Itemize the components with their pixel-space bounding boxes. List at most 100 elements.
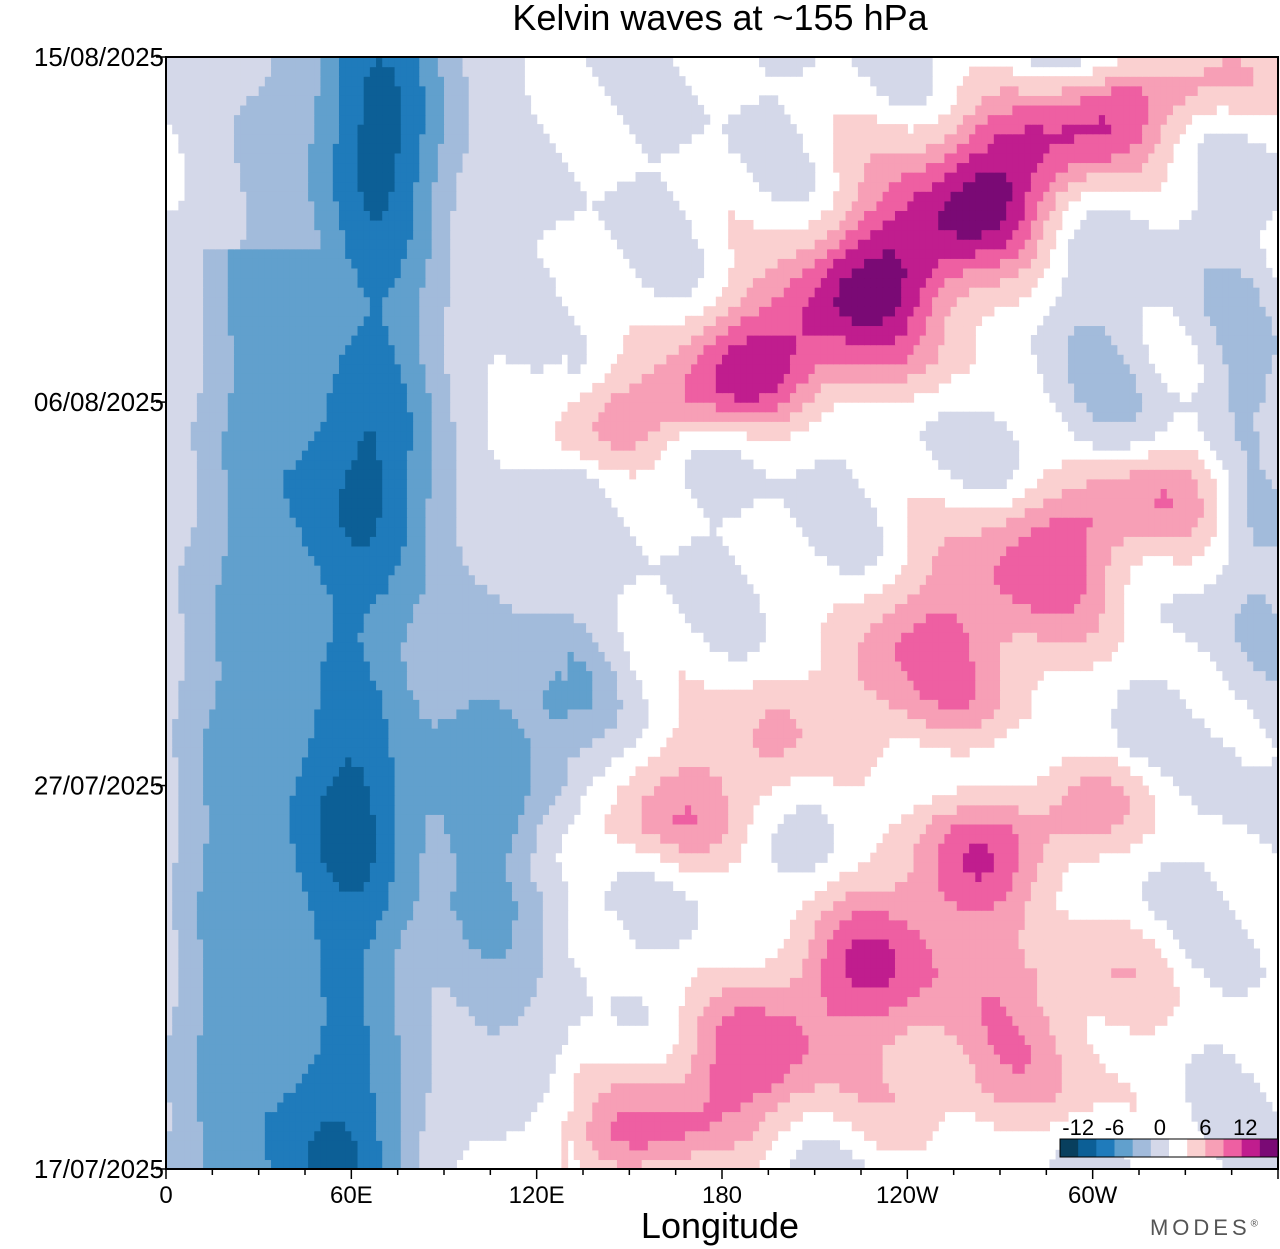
heatmap-cell <box>962 1082 970 1093</box>
heatmap-cell <box>759 1101 766 1113</box>
heatmap-cell <box>1098 1073 1106 1084</box>
heatmap-cell <box>1067 1092 1075 1103</box>
heatmap-cell <box>962 1034 970 1045</box>
heatmap-cell <box>573 1130 581 1141</box>
heatmap-cell <box>196 1159 204 1169</box>
heatmap-cell <box>221 833 229 844</box>
heatmap-cell <box>1043 843 1051 854</box>
heatmap-cell <box>400 871 408 883</box>
heatmap-cell <box>709 1025 717 1036</box>
heatmap-cell <box>1080 996 1088 1007</box>
heatmap-cell <box>820 852 828 863</box>
heatmap-cell <box>956 1015 964 1026</box>
heatmap-cell <box>703 1063 711 1074</box>
heatmap-cell <box>481 938 488 950</box>
heatmap-cell <box>1216 948 1223 959</box>
heatmap-cell <box>283 929 291 940</box>
heatmap-cell <box>1037 919 1044 930</box>
heatmap-cell <box>555 843 562 854</box>
heatmap-cell <box>190 1092 198 1103</box>
heatmap-cell <box>925 967 933 978</box>
heatmap-cell <box>944 1053 952 1065</box>
heatmap-cell <box>481 823 488 835</box>
heatmap-cell <box>987 1015 995 1026</box>
heatmap-cell <box>332 929 340 940</box>
heatmap-cell <box>493 958 501 969</box>
heatmap-cell <box>709 1015 717 1026</box>
heatmap-cell <box>203 948 210 959</box>
heatmap-cell <box>345 1101 352 1113</box>
heatmap-cell <box>1000 1053 1007 1065</box>
heatmap-cell <box>894 1130 902 1141</box>
heatmap-cell <box>184 1149 192 1161</box>
heatmap-cell <box>919 823 927 835</box>
heatmap-cell <box>357 929 365 940</box>
heatmap-cell <box>864 1063 871 1074</box>
heatmap-cell <box>827 1073 834 1084</box>
heatmap-cell <box>1111 1082 1118 1093</box>
heatmap-cell <box>487 1063 495 1074</box>
heatmap-cell <box>178 862 186 873</box>
heatmap-cell <box>394 891 402 902</box>
heatmap-cell <box>827 1063 834 1074</box>
heatmap-cell <box>839 881 847 892</box>
heatmap-cell <box>728 986 735 998</box>
heatmap-cell <box>499 862 507 873</box>
heatmap-cell <box>567 1121 575 1132</box>
heatmap-cell <box>1098 996 1106 1007</box>
heatmap-cell <box>814 938 822 950</box>
heatmap-cell <box>487 967 495 978</box>
heatmap-cell <box>1222 1159 1230 1169</box>
heatmap-cell <box>827 1092 834 1103</box>
heatmap-cell <box>975 910 983 921</box>
heatmap-cell <box>363 852 371 863</box>
heatmap-cell <box>425 833 433 844</box>
heatmap-cell <box>326 1082 334 1093</box>
heatmap-cell <box>1030 1015 1038 1026</box>
heatmap-cell <box>444 919 451 930</box>
heatmap-cell <box>771 977 779 988</box>
heatmap-cell <box>221 871 229 883</box>
heatmap-cell <box>345 938 352 950</box>
heatmap-cell <box>456 1101 464 1113</box>
heatmap-cell <box>394 1034 402 1045</box>
heatmap-cell <box>1222 958 1230 969</box>
heatmap-cell <box>271 900 278 911</box>
heatmap-cell <box>295 1101 303 1113</box>
heatmap-cell <box>1000 1073 1007 1084</box>
heatmap-cell <box>320 1063 328 1074</box>
heatmap-cell <box>901 996 908 1007</box>
heatmap-cell <box>246 1025 254 1036</box>
heatmap-cell <box>481 996 488 1007</box>
heatmap-cell <box>833 1006 840 1017</box>
heatmap-cell <box>1012 852 1020 863</box>
heatmap-cell <box>388 900 396 911</box>
heatmap-cell <box>654 900 661 911</box>
heatmap-cell <box>172 871 179 883</box>
heatmap-cell <box>969 852 976 863</box>
heatmap-cell <box>462 871 470 883</box>
heatmap-cell <box>549 919 556 930</box>
heatmap-cell <box>715 1092 723 1103</box>
heatmap-cell <box>857 938 865 950</box>
heatmap-cell <box>555 862 562 873</box>
heatmap-cell <box>289 1015 297 1026</box>
heatmap-cell <box>746 1082 754 1093</box>
heatmap-cell <box>802 852 810 863</box>
heatmap-cell <box>203 1044 210 1055</box>
heatmap-cell <box>814 958 822 969</box>
heatmap-cell <box>277 1034 284 1045</box>
heatmap-cell <box>808 967 816 978</box>
heatmap-cell <box>487 852 495 863</box>
heatmap-cell <box>870 948 878 959</box>
heatmap-cell <box>246 948 254 959</box>
heatmap-cell <box>264 862 272 873</box>
heatmap-cell <box>1049 1025 1057 1036</box>
heatmap-cell <box>839 910 847 921</box>
heatmap-cell <box>1240 929 1248 940</box>
heatmap-cell <box>666 1101 674 1113</box>
heatmap-cell <box>783 996 791 1007</box>
heatmap-cell <box>487 948 495 959</box>
heatmap-cell <box>981 1034 989 1045</box>
heatmap-cell <box>518 900 525 911</box>
